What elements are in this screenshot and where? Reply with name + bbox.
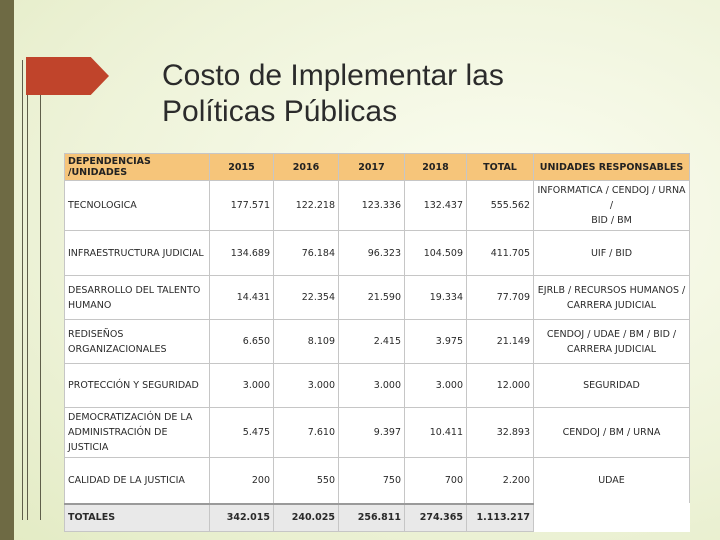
table-row: CALIDAD DE LA JUSTICIA 200 550 750 700 2… bbox=[64, 457, 690, 504]
column-header: 2016 bbox=[273, 153, 339, 181]
responsible-cell: INFORMATICA / CENDOJ / URNA / BID / BM bbox=[533, 180, 690, 231]
slide-sidebar-bar bbox=[0, 0, 14, 540]
value-2015: 200 bbox=[209, 457, 274, 504]
table-row: DESARROLLO DEL TALENTO HUMANO 14.431 22.3… bbox=[64, 275, 690, 320]
value-2017: 750 bbox=[338, 457, 405, 504]
dependency-cell: REDISEÑOS ORGANIZACIONALES bbox=[64, 319, 210, 364]
column-header: TOTAL bbox=[466, 153, 534, 181]
value-total: 12.000 bbox=[466, 363, 534, 408]
value-2017: 123.336 bbox=[338, 180, 405, 231]
empty-cell bbox=[533, 502, 690, 532]
column-header: 2018 bbox=[404, 153, 467, 181]
cost-table: DEPENDENCIAS /UNIDADES 2015 2016 2017 20… bbox=[64, 153, 690, 532]
totals-label: TOTALES bbox=[64, 502, 210, 532]
value-2018: 700 bbox=[404, 457, 467, 504]
value-total: 555.562 bbox=[466, 180, 534, 231]
total-2017: 256.811 bbox=[338, 502, 405, 532]
value-2016: 550 bbox=[273, 457, 339, 504]
value-2016: 122.218 bbox=[273, 180, 339, 231]
dependency-cell: TECNOLOGICA bbox=[64, 180, 210, 231]
dependency-cell: DEMOCRATIZACIÓN DE LA ADMINISTRACIÓN DE J… bbox=[64, 407, 210, 458]
title-line-1: Costo de Implementar las bbox=[162, 59, 504, 92]
grand-total: 1.113.217 bbox=[466, 502, 534, 532]
dependency-cell: INFRAESTRUCTURA JUDICIAL bbox=[64, 230, 210, 276]
value-total: 32.893 bbox=[466, 407, 534, 458]
value-2015: 6.650 bbox=[209, 319, 274, 364]
value-2017: 2.415 bbox=[338, 319, 405, 364]
dependency-cell: DESARROLLO DEL TALENTO HUMANO bbox=[64, 275, 210, 320]
totals-row: TOTALES 342.015 240.025 256.811 274.365 … bbox=[64, 502, 690, 532]
value-2016: 3.000 bbox=[273, 363, 339, 408]
dependency-cell: PROTECCIÓN Y SEGURIDAD bbox=[64, 363, 210, 408]
table-row: TECNOLOGICA 177.571 122.218 123.336 132.… bbox=[64, 180, 690, 231]
value-2018: 3.000 bbox=[404, 363, 467, 408]
value-2016: 22.354 bbox=[273, 275, 339, 320]
cost-table-container: DEPENDENCIAS /UNIDADES 2015 2016 2017 20… bbox=[64, 153, 690, 532]
value-2015: 14.431 bbox=[209, 275, 274, 320]
value-2017: 3.000 bbox=[338, 363, 405, 408]
total-2018: 274.365 bbox=[404, 502, 467, 532]
value-2015: 134.689 bbox=[209, 230, 274, 276]
value-2018: 3.975 bbox=[404, 319, 467, 364]
dependency-cell: CALIDAD DE LA JUSTICIA bbox=[64, 457, 210, 504]
decorative-line bbox=[40, 60, 41, 520]
value-2015: 3.000 bbox=[209, 363, 274, 408]
value-total: 21.149 bbox=[466, 319, 534, 364]
table-header-row: DEPENDENCIAS /UNIDADES 2015 2016 2017 20… bbox=[64, 153, 690, 181]
value-2018: 19.334 bbox=[404, 275, 467, 320]
value-2016: 76.184 bbox=[273, 230, 339, 276]
table-row: INFRAESTRUCTURA JUDICIAL 134.689 76.184 … bbox=[64, 230, 690, 276]
value-2016: 8.109 bbox=[273, 319, 339, 364]
title-line-2: Políticas Públicas bbox=[162, 95, 398, 128]
table-row: REDISEÑOS ORGANIZACIONALES 6.650 8.109 2… bbox=[64, 319, 690, 364]
value-2015: 177.571 bbox=[209, 180, 274, 231]
value-2016: 7.610 bbox=[273, 407, 339, 458]
value-2018: 104.509 bbox=[404, 230, 467, 276]
responsible-cell: CENDOJ / BM / URNA bbox=[533, 407, 690, 458]
value-2018: 132.437 bbox=[404, 180, 467, 231]
value-total: 77.709 bbox=[466, 275, 534, 320]
slide-title: Costo de Implementar las Políticas Públi… bbox=[162, 58, 682, 130]
value-total: 411.705 bbox=[466, 230, 534, 276]
value-2018: 10.411 bbox=[404, 407, 467, 458]
responsible-cell: CENDOJ / UDAE / BM / BID / CARRERA JUDICI… bbox=[533, 319, 690, 364]
value-2015: 5.475 bbox=[209, 407, 274, 458]
column-header: 2015 bbox=[209, 153, 274, 181]
column-header: DEPENDENCIAS /UNIDADES bbox=[64, 153, 210, 181]
column-header: UNIDADES RESPONSABLES bbox=[533, 153, 690, 181]
responsible-cell: SEGURIDAD bbox=[533, 363, 690, 408]
responsible-cell: EJRLB / RECURSOS HUMANOS / CARRERA JUDICI… bbox=[533, 275, 690, 320]
value-2017: 9.397 bbox=[338, 407, 405, 458]
total-2016: 240.025 bbox=[273, 502, 339, 532]
decorative-line bbox=[22, 60, 23, 520]
title-arrow-accent bbox=[26, 57, 109, 95]
decorative-line bbox=[27, 60, 28, 520]
table-row: PROTECCIÓN Y SEGURIDAD 3.000 3.000 3.000… bbox=[64, 363, 690, 408]
value-total: 2.200 bbox=[466, 457, 534, 504]
total-2015: 342.015 bbox=[209, 502, 274, 532]
responsible-cell: UDAE bbox=[533, 457, 690, 504]
column-header: 2017 bbox=[338, 153, 405, 181]
value-2017: 96.323 bbox=[338, 230, 405, 276]
responsible-cell: UIF / BID bbox=[533, 230, 690, 276]
value-2017: 21.590 bbox=[338, 275, 405, 320]
table-row: DEMOCRATIZACIÓN DE LA ADMINISTRACIÓN DE J… bbox=[64, 407, 690, 458]
